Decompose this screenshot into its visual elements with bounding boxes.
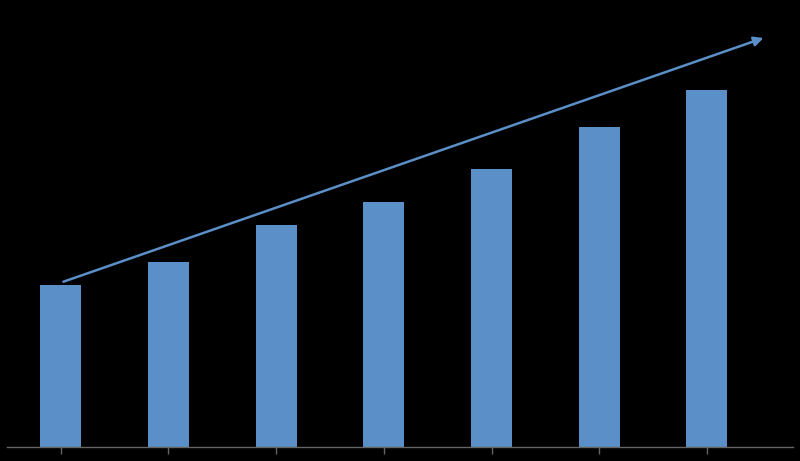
Bar — [148, 262, 189, 447]
Bar — [256, 225, 297, 447]
Bar — [363, 201, 404, 447]
Bar — [471, 169, 512, 447]
Bar — [686, 90, 727, 447]
Bar — [578, 127, 620, 447]
Bar — [40, 285, 82, 447]
